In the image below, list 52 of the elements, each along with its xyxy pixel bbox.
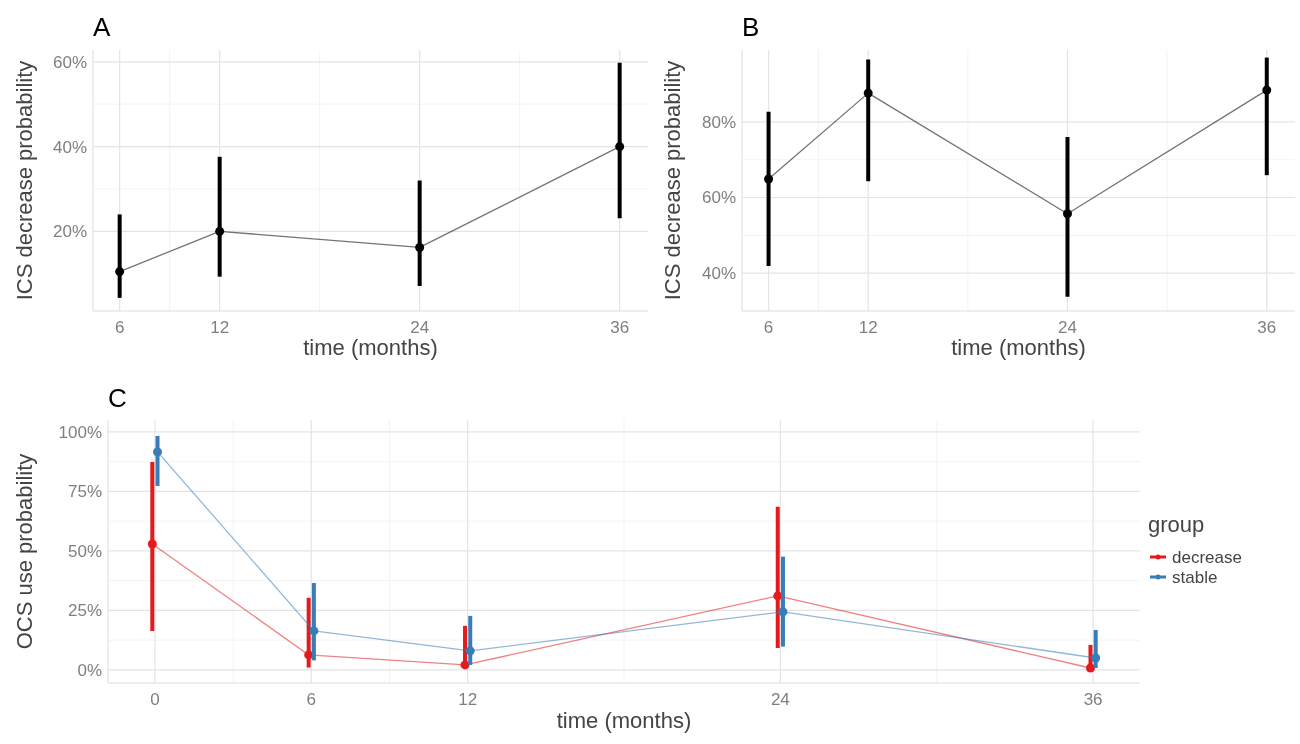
chart-title: C <box>108 383 127 413</box>
x-tick-label: 6 <box>763 318 774 337</box>
point <box>415 242 425 252</box>
point <box>615 142 625 152</box>
x-axis-title: time (months) <box>951 335 1086 360</box>
point <box>764 174 774 184</box>
point <box>1091 653 1101 663</box>
chart-title: A <box>93 12 111 42</box>
point <box>863 88 873 98</box>
point <box>1062 209 1072 219</box>
legend-label: decrease <box>1172 547 1242 567</box>
y-tick-label: 100% <box>58 422 102 442</box>
x-axis-title: time (months) <box>303 335 438 360</box>
x-tick-label: 24 <box>1058 318 1077 337</box>
legend-label: stable <box>1172 567 1218 587</box>
point <box>465 646 475 656</box>
y-axis-title: ICS decrease probability <box>12 60 37 301</box>
y-tick-label: 75% <box>67 482 102 502</box>
point <box>153 447 163 457</box>
y-tick-label: 0% <box>77 660 102 680</box>
x-tick-label: 12 <box>858 318 878 337</box>
y-tick-label: 50% <box>67 541 102 561</box>
legend-title: group <box>1148 512 1205 537</box>
point <box>778 607 788 617</box>
y-tick-label: 60% <box>701 188 736 208</box>
point <box>147 539 157 549</box>
x-tick-label: 24 <box>410 318 430 337</box>
y-tick-label: 40% <box>701 264 736 284</box>
x-tick-label: 36 <box>610 318 630 337</box>
y-tick-label: 80% <box>701 112 736 132</box>
point <box>309 626 319 636</box>
x-tick-label: 0 <box>150 690 160 709</box>
point <box>1262 85 1272 95</box>
chart-title: B <box>742 12 760 42</box>
point <box>460 660 470 670</box>
y-tick-label: 60% <box>52 52 87 72</box>
point <box>215 226 225 236</box>
y-axis-title: OCS use probability <box>12 453 37 650</box>
x-tick-label: 36 <box>1257 318 1277 337</box>
point <box>1085 663 1095 673</box>
x-tick-label: 6 <box>306 690 317 709</box>
x-tick-label: 36 <box>1083 690 1103 709</box>
x-tick-label: 12 <box>458 690 478 709</box>
x-axis-title: time (months) <box>556 708 692 733</box>
x-tick-label: 12 <box>210 318 230 337</box>
x-tick-label: 24 <box>770 690 790 709</box>
y-tick-label: 20% <box>52 222 87 242</box>
y-tick-label: 25% <box>67 601 102 621</box>
point <box>115 267 125 277</box>
x-tick-label: 6 <box>114 318 125 337</box>
y-tick-label: 40% <box>52 137 87 157</box>
y-axis-title: ICS decrease probability <box>660 60 685 301</box>
